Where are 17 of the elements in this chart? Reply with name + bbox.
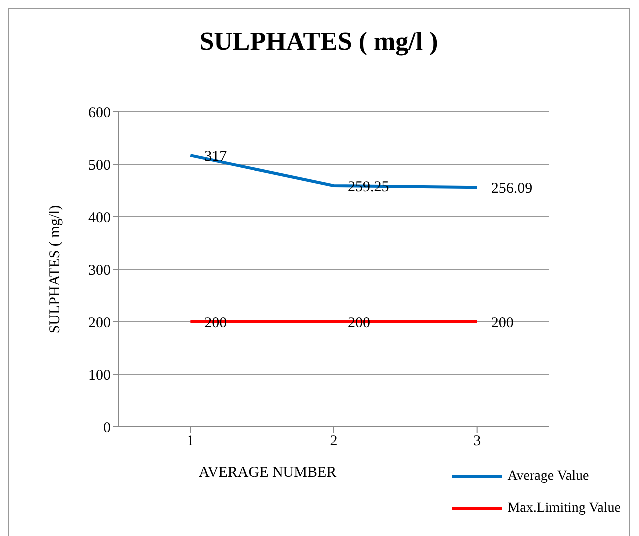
chart-title: SULPHATES ( mg/l ) [198,26,440,58]
x-tick-label: 3 [474,434,482,450]
y-tick-label: 400 [88,210,111,226]
x-tick-label: 2 [330,434,338,450]
y-tick-label: 300 [88,262,111,279]
y-tick-label: 100 [88,368,111,384]
legend-label: Max.Limiting Value [508,501,621,517]
legend-label: Average Value [508,469,590,485]
y-tick-label: 200 [88,315,111,332]
x-axis-title: AVERAGE NUMBER [199,465,337,481]
y-tick-label: 600 [88,105,111,122]
y-axis-title: SULPHATES ( mg/l) [47,205,64,334]
data-label: 200 [491,315,514,332]
annotation: 256.09 [491,180,533,197]
x-tick-label: 1 [186,434,194,450]
y-tick-label: 0 [104,420,111,436]
y-tick-label: 500 [88,158,111,174]
